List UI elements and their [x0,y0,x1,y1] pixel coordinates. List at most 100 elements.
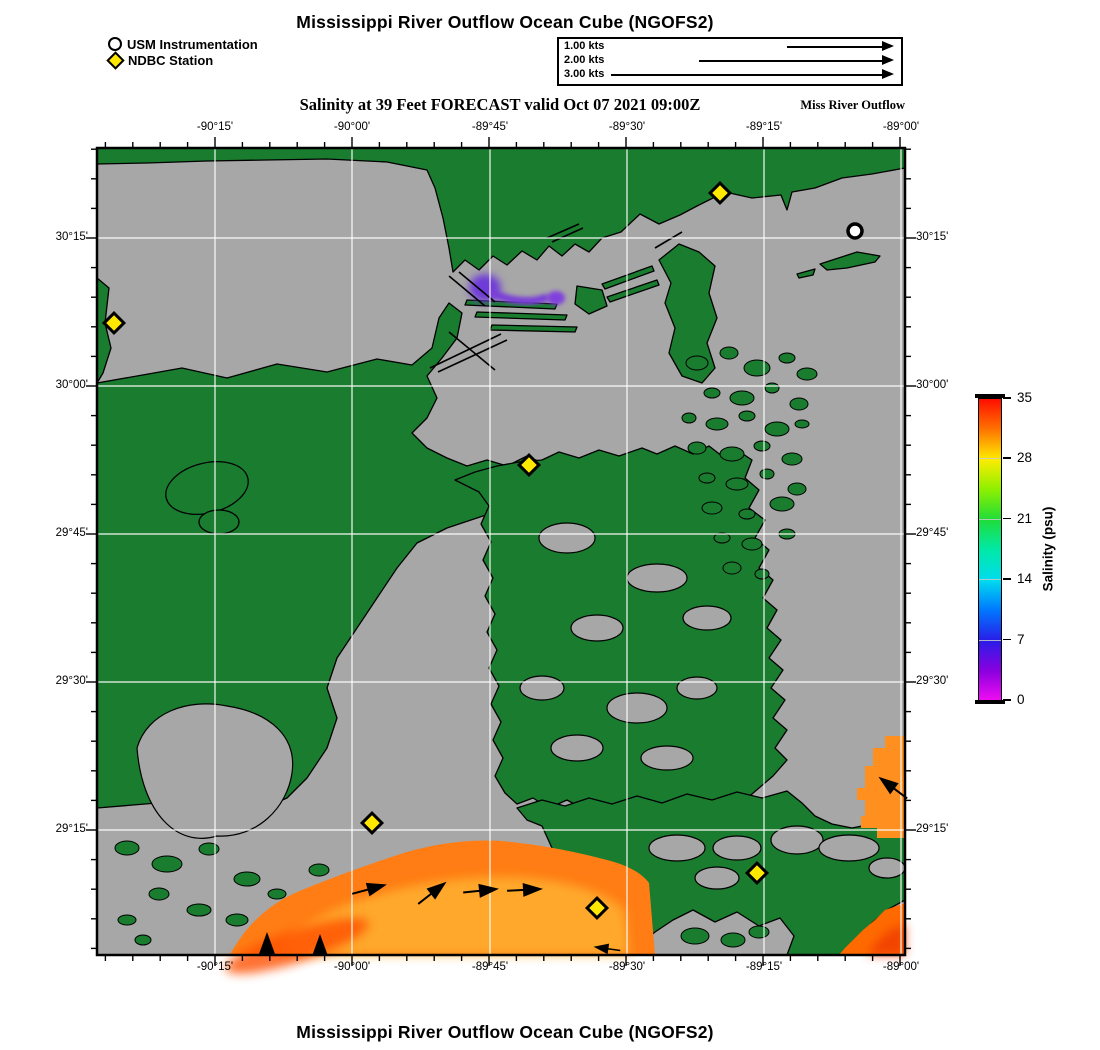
legend-label-ndbc: NDBC Station [128,52,214,68]
delta-pond [868,857,906,879]
marsh-island [687,441,707,455]
river-plume-channel [488,289,549,306]
marsh-island [308,863,330,877]
colorbar-separator [979,518,1001,520]
marsh-island [729,390,755,406]
marsh-island [701,501,723,515]
marsh-channel [676,676,718,700]
colorbar-tick-mark [1003,397,1011,399]
legend-row-ndbc: NDBC Station [106,50,258,70]
marsh-island [738,508,756,520]
velocity-scale-row: 2.00 kts [559,53,901,67]
forecast-subtitle: Salinity at 39 Feet FORECAST valid Oct 0… [299,95,701,114]
legend-label-usm: USM Instrumentation [127,36,258,52]
lon-label-bottom: -90°15' [196,961,234,973]
watermark-label: Miss River Outflow [800,98,905,112]
legend-row-usm: USM Instrumentation [108,36,258,52]
marsh-island [267,888,287,900]
marsh-channel [640,745,694,771]
colorbar-tick-mark [1003,638,1011,641]
marsh-island [789,397,809,411]
lat-label-right: 29°30' [916,675,949,687]
bottom-title: Mississippi River Outflow Ocean Cube (NG… [296,1022,714,1042]
lon-label-top: -90°00' [333,121,371,133]
marsh-channel [626,563,688,593]
gulf-orange-corner-deep [867,923,905,955]
current-vector-arrow [593,943,621,955]
rigolets-strip-land [658,243,718,384]
lon-label-bottom: -89°45' [471,961,509,973]
marsh-island [151,855,183,873]
delta-pond [694,866,740,890]
marsh-island [769,496,795,512]
velocity-arrowhead-icon [882,69,894,79]
lat-label-right: 30°15' [916,231,949,243]
marsh-island [713,532,731,544]
bridge-line [437,339,508,373]
colorbar-tick-mark [1003,517,1011,520]
north-shore-land [96,147,906,273]
island-left-center-small [198,509,240,535]
velocity-scale-row: 3.00 kts [559,67,901,81]
barrier-island-2 [796,268,816,279]
ndbc-station-marker [101,310,127,336]
lat-label-right: 30°00' [916,379,949,391]
marsh-island [719,446,745,462]
map-canvas [86,137,916,974]
marsh-island [764,382,780,394]
ndbc-station-marker [744,860,770,886]
marsh-island [754,568,770,580]
current-vector-arrow [417,881,447,905]
marsh-island [796,367,818,381]
colorbar-separator [979,458,1001,460]
map-frame [95,146,907,957]
marsh-island [134,934,152,946]
bridge-line [429,333,502,369]
barrier-island-1 [819,251,881,271]
river-outflow-layer [469,274,565,306]
lat-label-left: 30°00' [55,379,88,391]
ndbc-station-marker [584,895,610,921]
current-vector-arrow [259,932,275,954]
ndbc-station-marker [516,452,542,478]
marsh-island [725,477,749,491]
velocity-scale-box: 1.00 kts 2.00 kts 3.00 kts [557,37,903,86]
lon-label-bottom: -89°00' [882,961,920,973]
colorbar-tick-mark [1003,578,1011,580]
lon-label-bottom: -90°00' [333,961,371,973]
colorbar-tick-label: 28 [1017,450,1033,466]
lon-label-top: -90°15' [196,121,234,133]
river-finger-east-2 [606,279,660,303]
marsh-island [681,412,697,424]
river-finger-3 [489,324,578,333]
bridge-line [448,331,496,371]
colorbar-tick-label: 0 [1017,692,1025,707]
bridge-line [551,227,584,243]
current-vector-arrow [463,883,499,898]
delta-pond [712,835,762,861]
marsh-island [680,927,710,945]
delta-pond [818,834,880,862]
marsh-island [748,925,770,939]
marsh-island [720,932,746,948]
usm-circle-icon [108,37,122,51]
marsh-island [703,387,721,399]
colorbar-tick-mark [1003,457,1011,459]
current-vector-arrow [506,882,543,897]
colorbar-title: Salinity (psu) [1040,506,1056,592]
marsh-channel [682,605,732,631]
ndbc-diamond-icon [106,50,125,70]
colorbar-gradient [978,398,1002,702]
ndbc-station-marker [707,180,733,206]
gulf-orange-inner-light [275,877,629,955]
bridge-line [546,223,580,239]
marsh-island [698,472,716,484]
colorbar-separator [979,579,1001,581]
lat-label-left: 29°15' [55,823,88,835]
marsh-island [117,914,137,926]
graticule-layer [97,148,905,955]
colorbar-tick-label: 21 [1017,510,1033,526]
marsh-island [114,840,140,856]
marsh-channel [550,734,604,762]
